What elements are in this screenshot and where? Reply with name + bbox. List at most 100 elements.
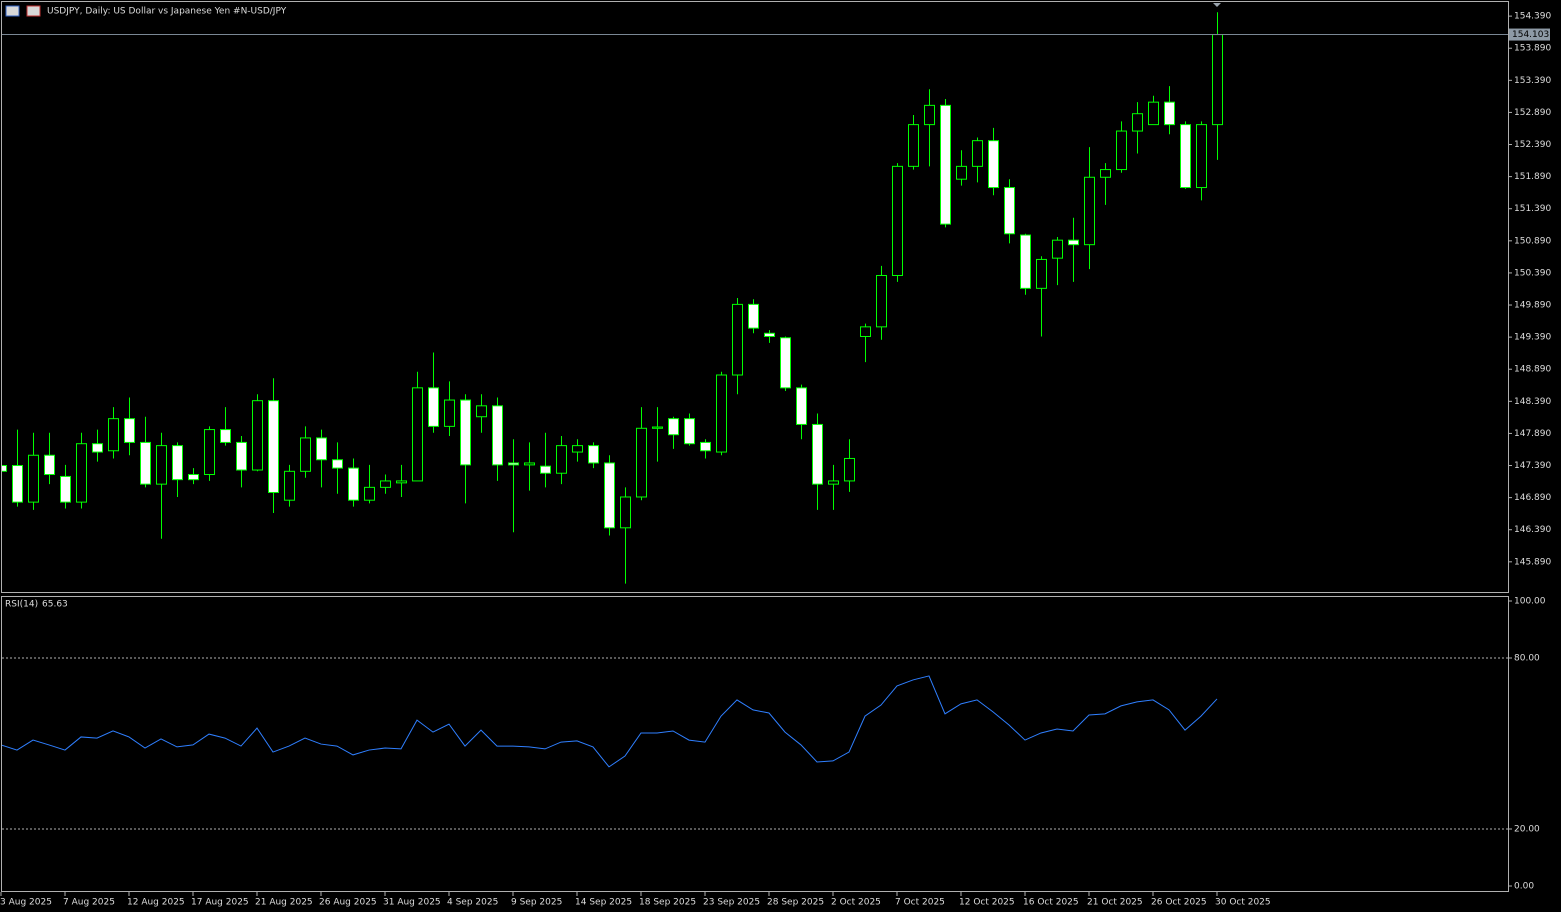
candle-body (764, 332, 775, 337)
candle-body (636, 427, 647, 498)
candle-body (700, 441, 711, 452)
candle-body (460, 399, 471, 466)
candle-body (428, 387, 439, 427)
candle-body (284, 470, 295, 501)
y-tick-label: 154.390 (1514, 12, 1551, 22)
candle-body (156, 445, 167, 485)
x-tick-label: 12 Oct 2025 (959, 898, 1015, 908)
candle-body (1100, 169, 1111, 178)
x-tick-label: 4 Sep 2025 (447, 898, 498, 908)
candle-body (956, 165, 967, 180)
x-tick-label: 14 Sep 2025 (575, 898, 632, 908)
candle-body (204, 429, 215, 476)
y-tick-label: 147.390 (1514, 461, 1551, 471)
y-tick-label: 148.890 (1514, 365, 1551, 375)
candle-body (220, 429, 231, 443)
y-tick-label: 145.890 (1514, 557, 1551, 567)
y-tick-label: 150.890 (1514, 236, 1551, 246)
y-tick-label: 80.00 (1514, 653, 1540, 663)
x-tick-label: 3 Aug 2025 (0, 898, 52, 908)
candle-body (1132, 113, 1143, 132)
y-tick-label: 153.390 (1514, 76, 1551, 86)
candle-body (732, 303, 743, 376)
x-tick-label: 23 Sep 2025 (703, 898, 760, 908)
rsi-title: RSI(14) (5, 600, 38, 610)
candle-body (172, 445, 183, 481)
candle-body (620, 496, 631, 529)
y-tick-label: 150.390 (1514, 268, 1551, 278)
candle-body (1036, 258, 1047, 289)
candle-body (892, 165, 903, 276)
y-tick-label: 152.890 (1514, 108, 1551, 118)
candle-body (140, 441, 151, 485)
rsi-value: 65.63 (42, 600, 68, 610)
y-tick-label: 148.390 (1514, 397, 1551, 407)
x-tick-label: 16 Oct 2025 (1023, 898, 1079, 908)
rsi-pane (1, 596, 1509, 892)
candle-body (44, 454, 55, 476)
x-tick-label: 21 Aug 2025 (255, 898, 313, 908)
candle-body (76, 443, 87, 503)
y-tick-label: 0.00 (1514, 882, 1534, 892)
candle-body (716, 374, 727, 453)
candle-body (188, 474, 199, 481)
main-pane (1, 1, 1509, 593)
candle-body (1196, 124, 1207, 189)
candle-body (300, 437, 311, 472)
candle-body (380, 480, 391, 488)
x-tick-label: 31 Aug 2025 (383, 898, 441, 908)
y-tick-label: 20.00 (1514, 825, 1540, 835)
candle-body (780, 337, 791, 389)
x-tick-label: 2 Oct 2025 (831, 898, 881, 908)
x-tick-label: 17 Aug 2025 (191, 898, 249, 908)
candle-body (876, 274, 887, 328)
candle-body (316, 437, 327, 461)
candle-body (364, 486, 375, 501)
x-tick-label: 30 Oct 2025 (1215, 898, 1271, 908)
candle-body (476, 405, 487, 418)
rsi-plot (2, 657, 1508, 830)
candle-body (1148, 101, 1159, 126)
candle-body (92, 443, 103, 453)
candle-body (908, 124, 919, 167)
x-tick-label: 18 Sep 2025 (639, 898, 696, 908)
chart-title: USDJPY, Daily: US Dollar vs Japanese Yen… (47, 7, 287, 17)
candle-body (28, 454, 39, 503)
candle-body (236, 441, 247, 471)
candle-body (1052, 239, 1063, 259)
y-tick-label: 153.890 (1514, 44, 1551, 54)
candle-body (524, 462, 535, 466)
current-price-label: 154.103 (1512, 30, 1549, 40)
candle-body (1004, 187, 1015, 235)
candle-body (1164, 101, 1175, 126)
candle-body (508, 462, 519, 466)
candle-body (556, 445, 567, 474)
y-tick-label: 149.390 (1514, 333, 1551, 343)
last-bar-marker (1213, 3, 1221, 7)
candle-body (1212, 34, 1223, 126)
candle-body (1020, 234, 1031, 289)
candle-body (332, 459, 343, 469)
rsi-line (2, 675, 1218, 768)
candle-body (828, 480, 839, 485)
candle-body (796, 387, 807, 425)
candle-body (988, 140, 999, 189)
candle-body (860, 326, 871, 337)
candle-body (1084, 176, 1095, 246)
x-tick-label: 7 Aug 2025 (63, 898, 115, 908)
candle-body (940, 104, 951, 225)
candle-body (540, 465, 551, 474)
y-tick-label: 146.890 (1514, 493, 1551, 503)
y-tick-label: 151.390 (1514, 204, 1551, 214)
candle-body (604, 462, 615, 529)
current-price-box (1509, 28, 1550, 41)
candle-body (1180, 124, 1191, 189)
candle-body (12, 465, 23, 503)
candle-body (252, 400, 263, 471)
y-tick-label: 146.390 (1514, 525, 1551, 535)
candle-body (444, 399, 455, 427)
candle-body (2, 465, 7, 472)
y-tick-label: 100.00 (1514, 596, 1546, 606)
